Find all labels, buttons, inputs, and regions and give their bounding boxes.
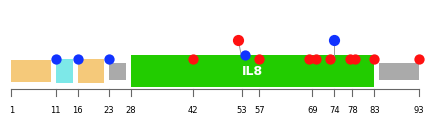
Point xyxy=(52,58,59,60)
Bar xyxy=(379,63,418,80)
Text: 28: 28 xyxy=(126,107,136,115)
Text: 78: 78 xyxy=(347,107,358,115)
Text: 69: 69 xyxy=(307,107,318,115)
Bar xyxy=(12,60,51,82)
Text: 53: 53 xyxy=(236,107,247,115)
Text: 83: 83 xyxy=(369,107,380,115)
Point xyxy=(327,58,334,60)
Text: 42: 42 xyxy=(187,107,198,115)
Text: 23: 23 xyxy=(104,107,114,115)
Text: IL8: IL8 xyxy=(242,65,263,78)
Bar xyxy=(131,55,375,87)
Point xyxy=(351,58,358,60)
Text: 1: 1 xyxy=(9,107,14,115)
Point xyxy=(256,58,263,60)
Point xyxy=(371,58,378,60)
Point xyxy=(312,58,319,60)
Point xyxy=(346,58,353,60)
Bar xyxy=(55,59,74,83)
Text: 93: 93 xyxy=(413,107,424,115)
Point xyxy=(242,54,249,56)
Text: 16: 16 xyxy=(73,107,83,115)
Point xyxy=(190,58,197,60)
Text: 11: 11 xyxy=(50,107,61,115)
Bar xyxy=(109,63,126,80)
Point xyxy=(415,58,422,60)
Point xyxy=(331,39,338,41)
Point xyxy=(74,58,81,60)
Point xyxy=(105,58,112,60)
Bar xyxy=(78,59,104,83)
Text: 57: 57 xyxy=(254,107,264,115)
Point xyxy=(305,58,312,60)
Text: 74: 74 xyxy=(329,107,340,115)
Point xyxy=(235,39,242,41)
